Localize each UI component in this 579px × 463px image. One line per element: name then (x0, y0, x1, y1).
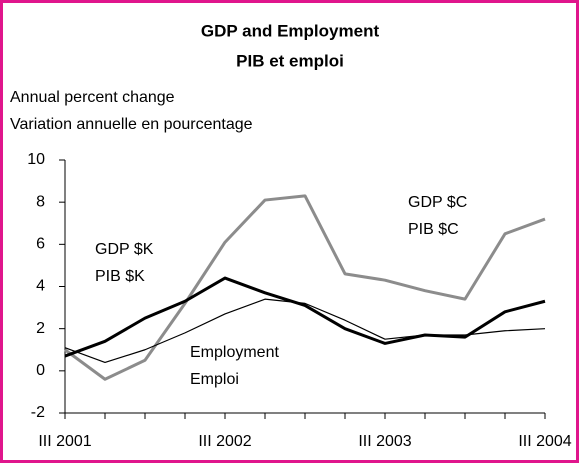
chart-subtitle: PIB et emploi (236, 51, 344, 70)
series-label-fr: PIB $K (95, 268, 145, 285)
x-tick-label: III 2001 (38, 433, 91, 450)
y-tick-label: 6 (36, 236, 45, 253)
series-line (64, 194, 546, 381)
series-line (64, 298, 546, 363)
y-axis-label: Annual percent change (10, 89, 175, 106)
y-tick-label: -2 (31, 404, 45, 421)
y-tick-label: 10 (27, 151, 45, 168)
y-axis-label-fr: Variation annuelle en pourcentage (10, 116, 253, 133)
chart-title: GDP and Employment (201, 21, 380, 40)
x-tick-label: III 2003 (358, 433, 411, 450)
series-label-fr: PIB $C (408, 221, 459, 238)
y-tick-label: 2 (36, 320, 45, 337)
series-label: GDP $K (95, 241, 154, 258)
y-tick-label: 8 (36, 193, 45, 210)
series-line (64, 276, 546, 358)
y-tick-label: 0 (36, 362, 45, 379)
x-tick-label: III 2002 (198, 433, 251, 450)
series-label: GDP $C (408, 194, 467, 211)
x-tick-label: III 2004 (518, 433, 571, 450)
y-tick-label: 4 (36, 278, 45, 295)
series-label-fr: Emploi (190, 371, 239, 388)
series-label: Employment (190, 344, 279, 361)
